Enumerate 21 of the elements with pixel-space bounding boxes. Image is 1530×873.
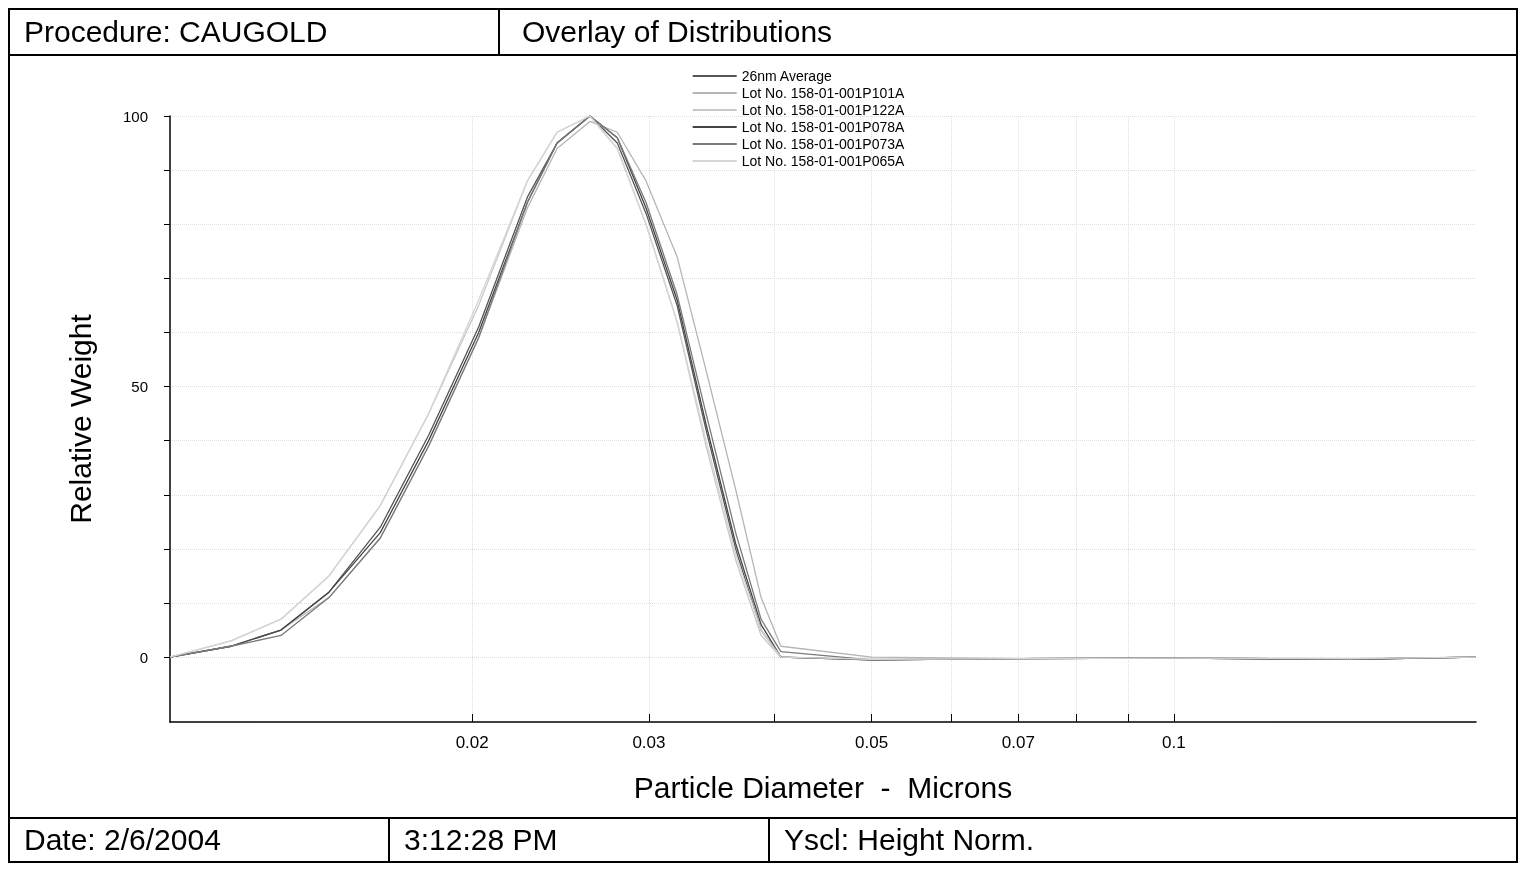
x-tick-label: 0.05 [855,733,889,752]
text: 3:12:28 PM [390,819,770,861]
legend-label: Lot No. 158-01-001P073A [741,136,906,152]
y-tick-label: 0 [139,648,148,666]
legend-label: Lot No. 158-01-001P101A [741,85,906,101]
x-tick-label: 0.07 [1001,733,1035,752]
x-tick-label: 0.02 [455,733,489,752]
legend-label: Lot No. 158-01-001P078A [741,119,906,135]
x-axis-title: Particle Diameter - Microns [633,770,1013,804]
x-tick-label: 0.03 [632,733,666,752]
x-tick-label: 0.1 [1162,733,1186,752]
y-axis-title: Relative Weight [63,313,97,524]
legend-label: 26nm Average [741,68,832,84]
text: Date: 2/6/2004 [10,819,390,861]
text: Yscl: Height Norm. [783,822,1036,858]
chart-title: Overlay of Distributions [521,14,834,50]
y-tick-label: 50 [131,378,148,396]
legend-label: Lot No. 158-01-001P122A [741,102,906,118]
legend-label: Lot No. 158-01-001P065A [741,153,906,169]
chart-subtitle: Procedure: CAUGOLD [10,10,500,54]
y-tick-label: 100 [122,107,148,125]
